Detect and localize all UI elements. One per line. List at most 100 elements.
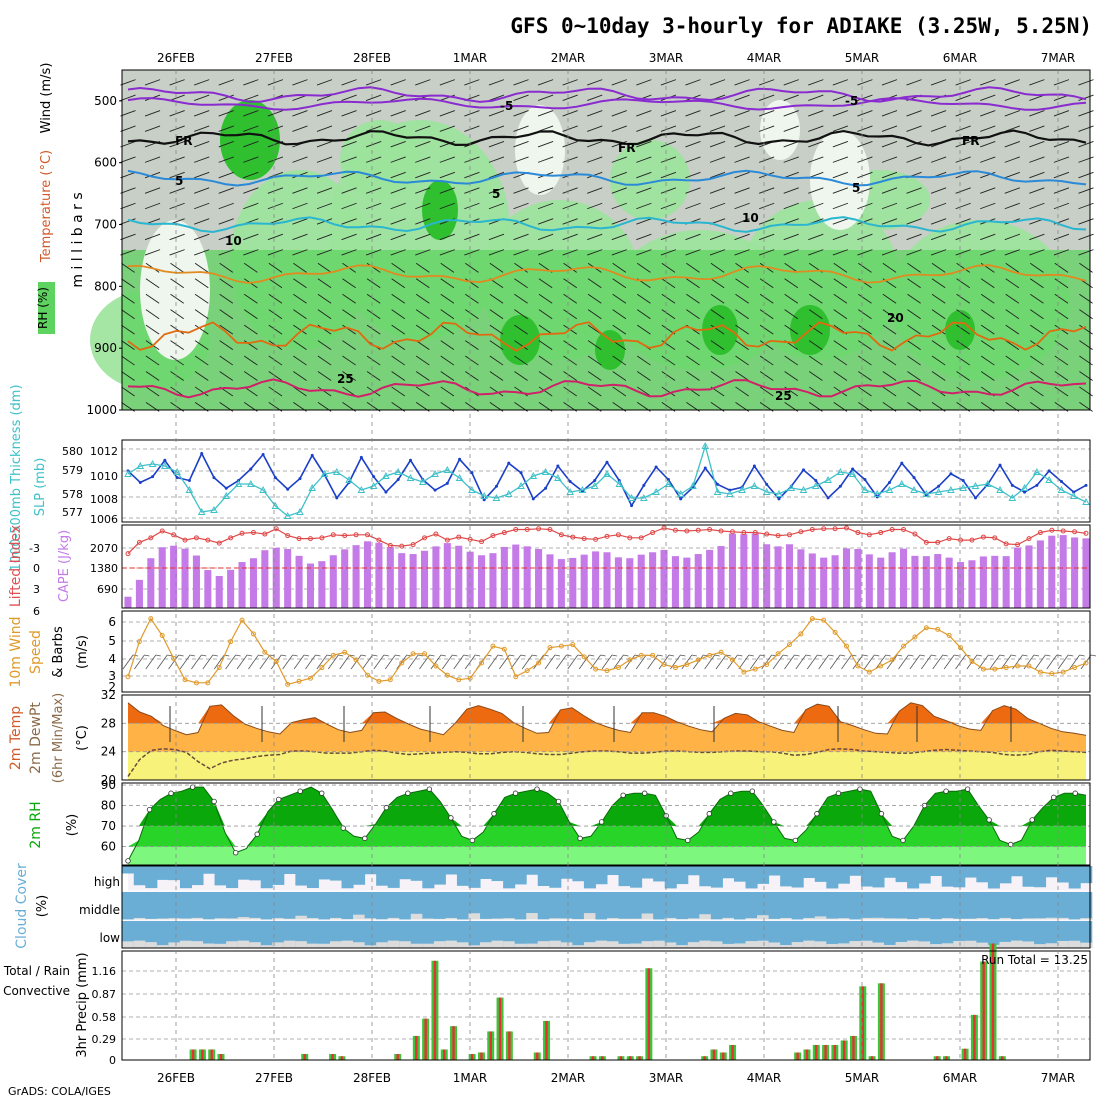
wind-barb	[709, 249, 726, 256]
wind-barb	[660, 187, 677, 194]
cloud-mid-gap	[884, 918, 897, 920]
wind-speed-point	[148, 616, 154, 622]
wind-barb	[758, 79, 775, 86]
wind-barb	[1030, 386, 1044, 397]
wind-barb	[710, 293, 725, 304]
wind-barb-10m	[1057, 654, 1069, 670]
wind-barb	[636, 202, 652, 210]
wind-barb	[243, 293, 258, 304]
wind-barb	[882, 371, 897, 381]
wind-barb	[488, 187, 505, 194]
wind-barb-10m	[533, 654, 544, 670]
cloud-high-bar	[283, 866, 296, 875]
thickness-marker	[640, 493, 648, 501]
wind-barb	[1054, 278, 1069, 289]
wind-barb-10m	[1023, 654, 1035, 670]
cloud-mid-gap	[618, 918, 631, 920]
wind-barb	[267, 125, 284, 132]
cloud-low-bar	[780, 921, 793, 948]
wind-barb-10m	[430, 654, 442, 670]
wind-barb-10m	[806, 654, 818, 670]
slp-point	[544, 486, 548, 490]
cloud-mid-gap	[491, 918, 504, 920]
cloud-low-gap	[1057, 940, 1070, 948]
wind-barb	[439, 125, 456, 132]
wind-barb	[759, 340, 774, 350]
thickness-marker	[848, 469, 857, 477]
cloud-mid-gap	[272, 918, 285, 920]
wind-barb	[440, 324, 455, 335]
wind-barb	[759, 293, 774, 304]
wind-barb	[783, 233, 799, 241]
cloud-low-gap	[526, 943, 539, 948]
wind-barb	[660, 110, 677, 117]
cloud-low-bar	[884, 921, 897, 948]
wind-barb	[342, 386, 356, 397]
cloud-mid-bar	[272, 892, 285, 920]
wind-barb	[513, 187, 529, 194]
cloud-low-gap	[410, 943, 423, 948]
lifted-index-point	[638, 535, 644, 541]
wind-barb	[121, 340, 135, 350]
contour-label: FR	[175, 134, 192, 148]
wind-speed-point	[844, 643, 849, 649]
wind-barb	[121, 324, 135, 335]
lifted-index-point	[216, 540, 222, 546]
wind-barb	[956, 293, 971, 304]
cloud-high-bar	[710, 866, 723, 888]
cloud-high-bar	[376, 866, 389, 886]
cape-bar	[398, 553, 406, 608]
thickness-marker	[910, 485, 918, 493]
wind-barb	[1053, 202, 1070, 210]
convective-bar	[415, 1035, 418, 1060]
thickness-marker	[725, 489, 734, 497]
wind-barb-flag	[828, 654, 834, 657]
slp-point	[1010, 483, 1014, 487]
cloud-high-bar	[433, 866, 446, 885]
cloud-low-bar	[526, 921, 539, 948]
cloud-high-bar	[895, 866, 908, 883]
wind-barb	[219, 293, 234, 304]
wind-barb	[292, 233, 308, 241]
wind-barb	[980, 110, 996, 117]
slp-point	[507, 461, 511, 465]
wind-barb-flag	[623, 654, 629, 657]
wind-barb	[219, 309, 234, 320]
cloud-mid-bar	[168, 892, 181, 920]
wind-barb	[391, 355, 406, 366]
thickness-marker	[959, 483, 968, 491]
lifted-index-point	[319, 535, 325, 541]
rh-point	[232, 850, 239, 856]
temp-axis-label-1: 2m Temp	[8, 706, 24, 770]
cloud-mid-gap	[1045, 917, 1058, 920]
cape-bar	[911, 555, 919, 608]
cape-bar	[478, 555, 486, 608]
cloud-low-bar	[572, 921, 585, 948]
li-tick: 0	[33, 562, 40, 575]
cloud-low-bar	[260, 921, 273, 948]
chart-title: GFS 0~10day 3-hourly for ADIAKE (3.25W, …	[510, 14, 1092, 38]
wind-barb	[1004, 202, 1020, 210]
wind-barb	[415, 355, 430, 366]
cloud-mid-gap	[329, 917, 343, 920]
slp-point	[249, 467, 253, 471]
wind-barb	[833, 371, 848, 381]
wind-barb	[341, 202, 357, 210]
contour-label: -5	[500, 99, 513, 113]
wind-barb	[735, 371, 749, 381]
wind-barb	[342, 278, 356, 289]
cloud-mid-gap	[664, 917, 677, 920]
thickness-marker	[517, 481, 525, 489]
cape-bar	[306, 563, 315, 608]
cloud-mid-bar	[249, 892, 262, 920]
convective-bar	[852, 1035, 855, 1060]
cape-bar	[569, 557, 577, 608]
wind-barb	[292, 218, 308, 225]
wind-barb	[955, 202, 971, 210]
cloud-low-gap	[572, 945, 585, 948]
wind-barb-flag	[532, 654, 538, 657]
wind-barb-10m	[248, 654, 259, 670]
wind-barb	[1004, 79, 1020, 86]
slp-point	[679, 497, 683, 501]
wind-barb	[464, 233, 480, 241]
